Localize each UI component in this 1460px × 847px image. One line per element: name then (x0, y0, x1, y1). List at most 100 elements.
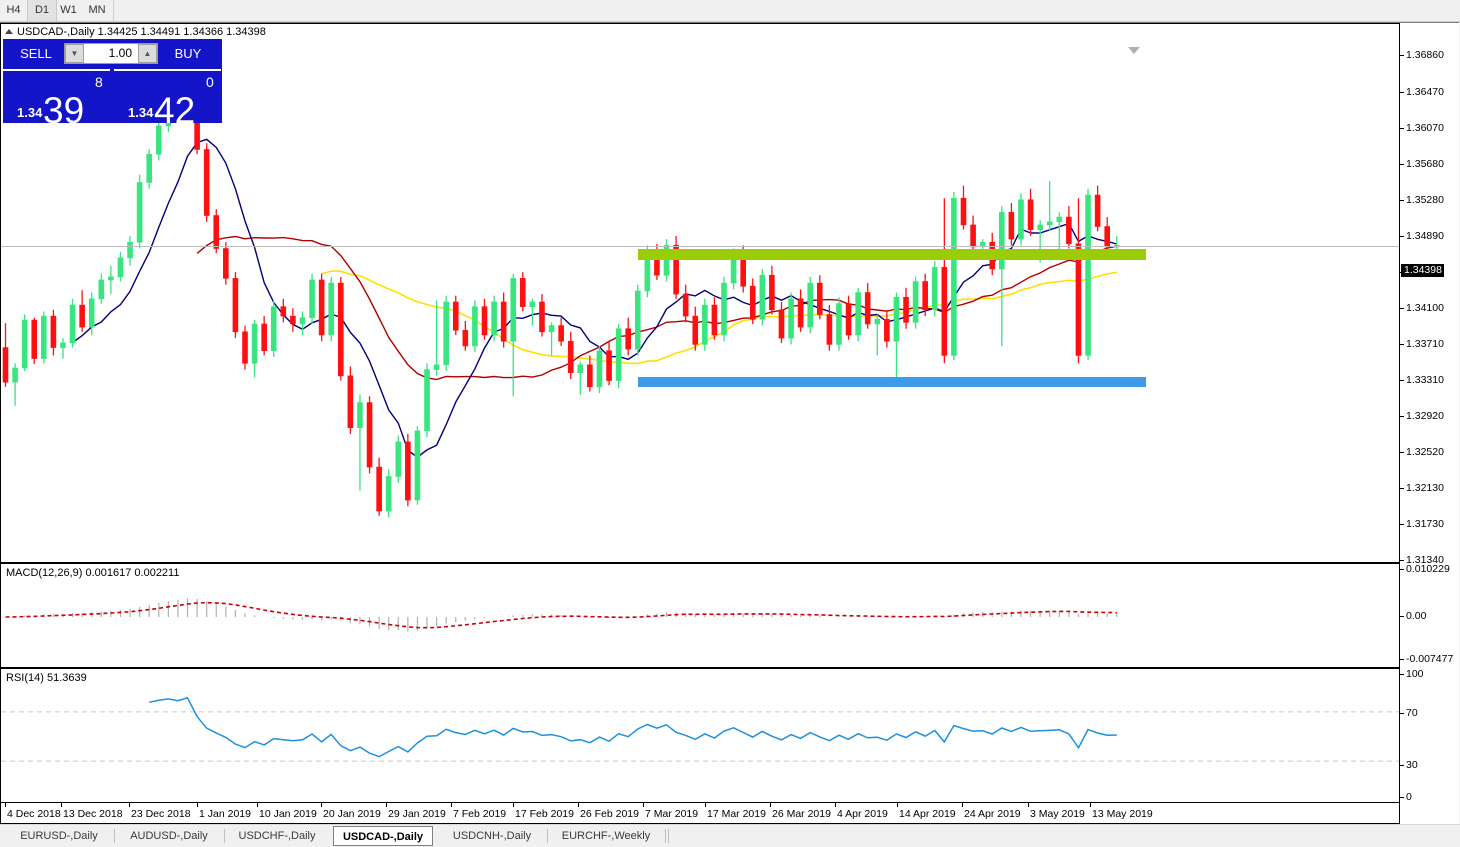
chart-tab-audusd[interactable]: AUDUSD-,Daily (130, 830, 208, 842)
date-tickmark (962, 803, 963, 807)
buy-price-big: 42 (154, 90, 196, 125)
date-tick-label: 10 Jan 2019 (259, 808, 317, 820)
sell-price-big: 39 (43, 90, 85, 125)
volume-increment-icon[interactable]: ▲ (138, 44, 157, 63)
date-axis[interactable]: 4 Dec 2018 13 Dec 2018 23 Dec 2018 1 Jan 20… (0, 803, 1400, 824)
price-axis-tickmark (1400, 416, 1404, 417)
price-chart-pane[interactable] (0, 23, 1400, 563)
buy-button[interactable]: BUY (174, 46, 202, 61)
date-tick-label: 3 May 2019 (1030, 808, 1085, 820)
price-axis-tickmark (1400, 344, 1404, 345)
buy-price-prefix: 1.34 (128, 105, 154, 120)
date-tickmark (578, 803, 579, 807)
tab-divider (668, 829, 669, 843)
date-tickmark (197, 803, 198, 807)
price-axis-tickmark (1400, 164, 1404, 165)
date-tick-label: 24 Apr 2019 (964, 808, 1021, 820)
volume-decrement-icon[interactable]: ▼ (65, 44, 84, 63)
date-tickmark (835, 803, 836, 807)
support-zone[interactable] (638, 377, 1146, 387)
price-axis-tick-label: 1.36470 (1406, 86, 1444, 98)
price-axis-tick-label: 1.33310 (1406, 374, 1444, 386)
rsi-axis-tickmark (1400, 765, 1404, 766)
chart-tab-bar: EURUSD-,Daily AUDUSD-,Daily USDCHF-,Daily U… (0, 824, 1460, 847)
date-tick-label: 20 Jan 2019 (323, 808, 381, 820)
buy-price-fraction: 0 (206, 74, 214, 90)
date-tick-label: 29 Jan 2019 (388, 808, 446, 820)
rsi-axis-tick-label: 70 (1406, 707, 1418, 719)
date-tick-label: 26 Feb 2019 (580, 808, 639, 820)
date-tickmark (321, 803, 322, 807)
tab-divider (547, 829, 548, 843)
macd-canvas (5, 598, 1118, 632)
sell-button[interactable]: SELL (20, 46, 52, 61)
date-tickmark (129, 803, 130, 807)
date-tickmark (770, 803, 771, 807)
price-axis-tick-label: 1.32130 (1406, 482, 1444, 494)
chart-dropdown-marker-icon[interactable] (1128, 47, 1140, 54)
date-tick-label: 23 Dec 2018 (131, 808, 191, 820)
timeframe-button-d1[interactable]: D1 (27, 0, 57, 21)
timeframe-button-w1[interactable]: W1 (60, 4, 77, 16)
sell-price-block[interactable]: 1.34 39 8 (3, 69, 110, 125)
macd-axis-tick-label: -0.007477 (1406, 653, 1454, 665)
price-axis-tickmark (1400, 452, 1404, 453)
chart-tab-eurchf[interactable]: EURCHF-,Weekly (561, 830, 651, 842)
toolbar-divider (113, 0, 114, 21)
chart-tab-usdcad[interactable]: USDCAD-,Daily (333, 826, 433, 846)
date-tick-label: 7 Mar 2019 (645, 808, 699, 820)
date-tick-label: 14 Apr 2019 (899, 808, 956, 820)
price-axis-tick-label: 1.35280 (1406, 194, 1444, 206)
macd-pane[interactable]: MACD(12,26,9) 0.001617 0.002211 (0, 563, 1400, 668)
date-tick-label: 17 Mar 2019 (707, 808, 766, 820)
chart-tab-eurusd[interactable]: EURUSD-,Daily (20, 830, 98, 842)
resistance-zone[interactable] (638, 249, 1146, 260)
price-axis-tickmark (1400, 236, 1404, 237)
rsi-canvas (1, 696, 1399, 762)
chart-tab-usdchf[interactable]: USDCHF-,Daily (238, 830, 316, 842)
date-tick-label: 4 Dec 2018 (7, 808, 61, 820)
current-price-line (1, 246, 1399, 247)
price-axis[interactable]: 1.36860 1.36470 1.36070 1.35680 1.35280 1.348… (1400, 23, 1459, 637)
date-tick-label: 13 May 2019 (1092, 808, 1153, 820)
rsi-axis-tick-label: 100 (1406, 668, 1424, 680)
date-tickmark (643, 803, 644, 807)
timeframe-button-h4[interactable]: H4 (6, 4, 21, 16)
price-axis-tick-label: 1.34100 (1406, 302, 1444, 314)
sell-price-prefix: 1.34 (17, 105, 43, 120)
timeframe-toolbar: H4 D1 W1 MN (0, 0, 1460, 22)
rsi-label: RSI(14) 51.3639 (6, 672, 89, 684)
symbol-header-text: USDCAD-,Daily 1.34425 1.34491 1.34366 1.… (17, 26, 266, 38)
price-axis-tick-label: 1.31730 (1406, 518, 1444, 530)
buy-price-block[interactable]: 1.34 42 0 (114, 69, 221, 125)
date-tickmark (897, 803, 898, 807)
date-tick-label: 26 Mar 2019 (772, 808, 831, 820)
macd-axis: 0.010229 0.00 -0.007477 (1400, 563, 1459, 668)
price-axis-tick-label: 1.36070 (1406, 122, 1444, 134)
rsi-axis-tick-label: 30 (1406, 759, 1418, 771)
price-axis-tick-label: 1.36860 (1406, 49, 1444, 61)
current-price-tag: 1.34398 (1401, 264, 1444, 277)
price-axis-tickmark (1400, 55, 1404, 56)
rsi-pane[interactable]: RSI(14) 51.3639 (0, 668, 1400, 803)
price-axis-tickmark (1400, 92, 1404, 93)
price-axis-tick-label: 1.34890 (1406, 230, 1444, 242)
date-tick-label: 7 Feb 2019 (453, 808, 507, 820)
one-click-price-row: 1.34 39 8 1.34 42 0 (3, 69, 222, 125)
price-axis-tickmark (1400, 308, 1404, 309)
tab-divider (665, 829, 666, 843)
macd-axis-tick-label: 0.010229 (1406, 563, 1450, 575)
date-tickmark (257, 803, 258, 807)
price-axis-tick-label: 1.32920 (1406, 410, 1444, 422)
one-click-top-row: SELL ▼ 1.00 ▲ BUY (3, 39, 222, 69)
rsi-axis-tickmark (1400, 713, 1404, 714)
price-chart-canvas (2, 48, 1120, 518)
timeframe-button-mn[interactable]: MN (88, 4, 106, 16)
price-axis-tickmark (1400, 200, 1404, 201)
collapse-triangle-icon[interactable] (5, 29, 13, 34)
volume-input[interactable]: ▼ 1.00 ▲ (64, 43, 158, 64)
one-click-trading-panel[interactable]: SELL ▼ 1.00 ▲ BUY 1.34 39 8 1.34 42 0 (3, 39, 222, 125)
chart-tab-usdcnh[interactable]: USDCNH-,Daily (452, 830, 532, 842)
date-tickmark (513, 803, 514, 807)
macd-axis-tickmark (1400, 659, 1404, 660)
